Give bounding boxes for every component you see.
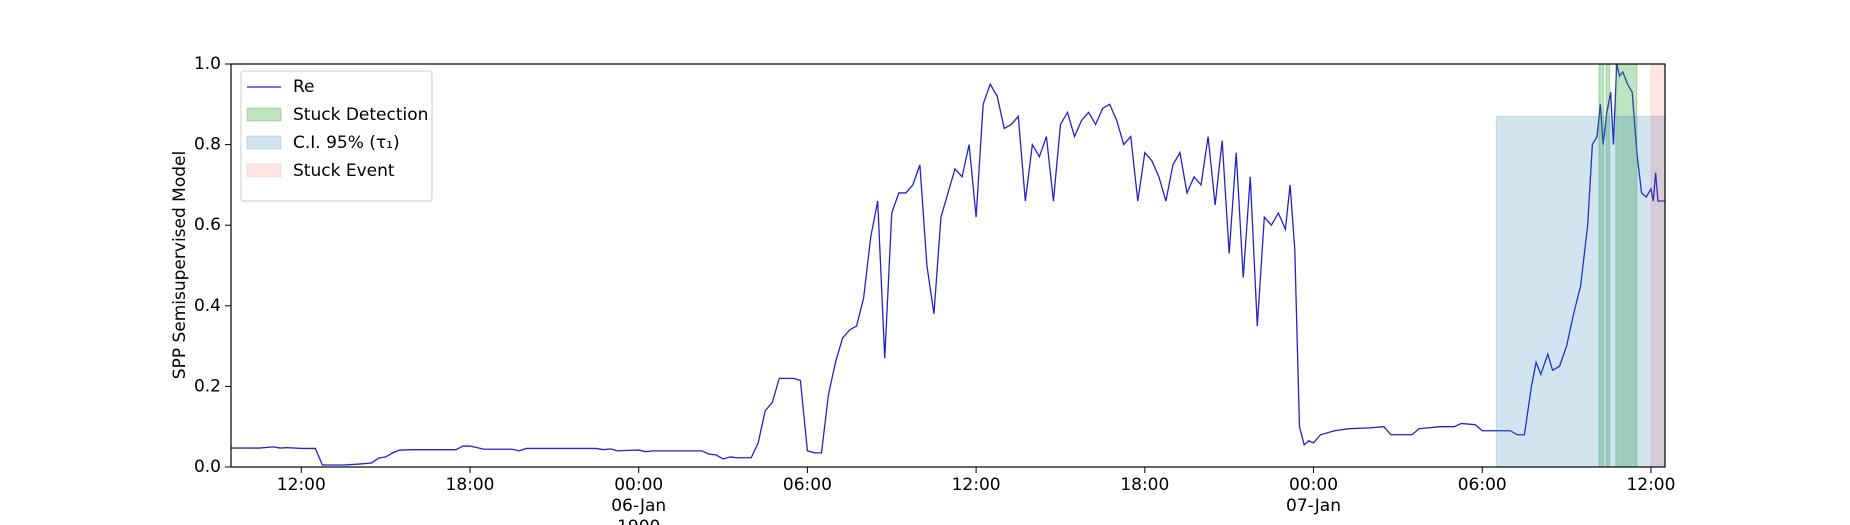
x-tick-label: 18:00: [1120, 475, 1170, 495]
x-tick-label: 18:00: [445, 475, 495, 495]
span: [1605, 64, 1611, 467]
span: [1495, 115, 1665, 467]
legend-box: [240, 70, 433, 202]
legend-patch: [246, 163, 282, 178]
y-tick-label: 0.4: [194, 296, 221, 316]
legend-patch: [246, 135, 282, 150]
y-tick-label: 1.0: [194, 54, 221, 74]
y-tick-label: 0.2: [194, 376, 221, 396]
x-tick-label: 12:00: [1626, 475, 1676, 495]
y-tick-label: 0.6: [194, 215, 221, 235]
x-tick-label: 00:00 06-Jan 1900: [611, 475, 667, 525]
y-axis-label: SPP Semisupervised Model: [170, 151, 190, 379]
legend-label: Stuck Detection: [293, 105, 428, 125]
legend-label: Re: [293, 77, 315, 97]
x-tick-label: 00:00 07-Jan: [1286, 475, 1341, 516]
legend-patch: [246, 107, 282, 122]
span: [1598, 64, 1605, 467]
plot-frame: [230, 63, 1666, 468]
y-tick-label: 0.0: [194, 457, 221, 477]
x-tick-label: 12:00: [951, 475, 1001, 495]
data-line: [231, 64, 1665, 466]
legend-label: C.I. 95% (τ₁): [293, 133, 400, 153]
legend-label: Stuck Event: [293, 161, 395, 181]
span: [1650, 64, 1665, 467]
x-tick-label: 06:00: [782, 475, 832, 495]
span: [1615, 64, 1638, 467]
y-tick-label: 0.8: [194, 135, 221, 155]
x-tick-label: 06:00: [1457, 475, 1507, 495]
x-tick-label: 12:00: [276, 475, 326, 495]
